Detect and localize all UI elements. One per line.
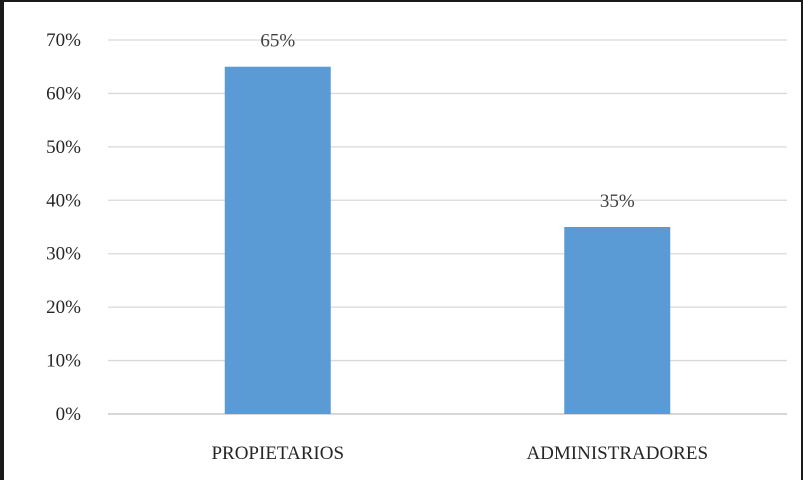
bars xyxy=(224,66,671,414)
y-tick-label: 60% xyxy=(46,83,81,104)
category-label: ADMINISTRADORES xyxy=(526,443,708,464)
y-tick-label: 0% xyxy=(56,404,82,425)
y-tick-label: 20% xyxy=(46,297,81,318)
y-tick-label: 40% xyxy=(46,190,81,211)
data-label: 65% xyxy=(260,31,295,52)
y-tick-label: 30% xyxy=(46,244,81,265)
data-label: 35% xyxy=(600,191,635,212)
y-tick-label: 70% xyxy=(46,30,81,51)
gridlines xyxy=(108,39,787,415)
category-label: PROPIETARIOS xyxy=(211,443,344,464)
data-labels: 65% 35% xyxy=(260,31,635,212)
bar-propietarios xyxy=(224,66,331,414)
y-axis-tick-labels: 0% 10% 20% 30% 40% 50% 60% 70% xyxy=(46,30,81,425)
y-tick-label: 10% xyxy=(46,351,81,372)
category-labels: PROPIETARIOS ADMINISTRADORES xyxy=(211,443,708,464)
bar-chart: 0% 10% 20% 30% 40% 50% 60% 70% 65% 35% PROPIETAR… xyxy=(46,30,787,464)
bar-administradores xyxy=(564,227,671,414)
y-tick-label: 50% xyxy=(46,137,81,158)
